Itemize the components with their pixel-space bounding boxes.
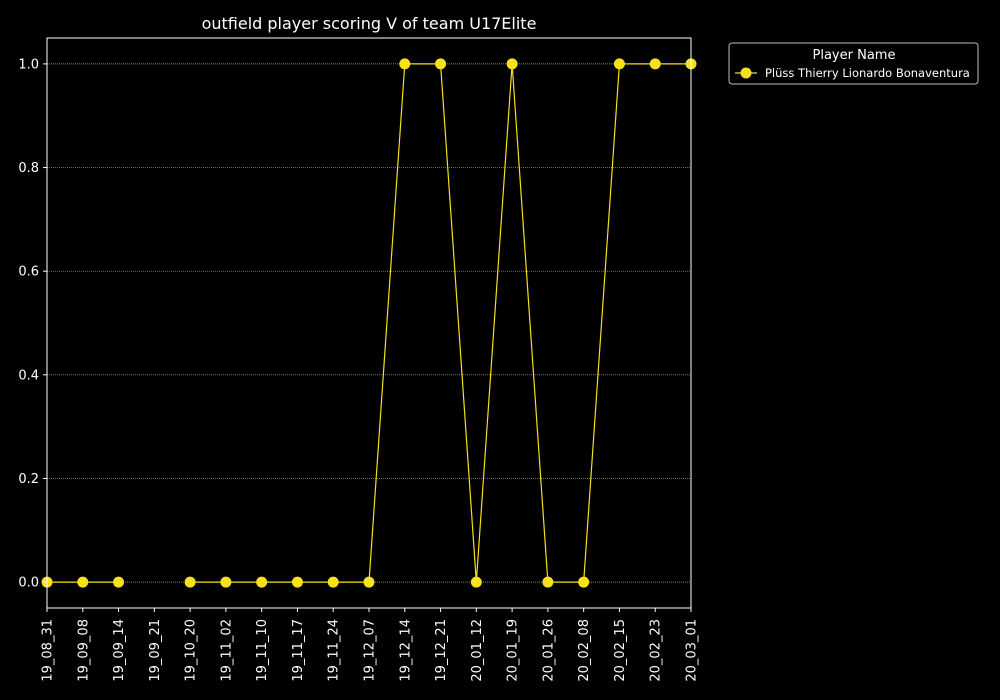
x-tick-label: 19_09_14 [112, 619, 127, 682]
series-layer [41, 58, 697, 588]
legend-box [728, 42, 979, 85]
x-tick-label: 20_02_08 [577, 619, 592, 682]
series-line [190, 63, 691, 583]
data-point [220, 576, 232, 588]
x-tick-label: 19_11_10 [255, 619, 270, 682]
data-point [77, 576, 89, 588]
legend-marker-swatch [740, 67, 752, 79]
x-tick-label: 20_01_12 [470, 619, 485, 682]
x-tick-label: 19_12_07 [363, 619, 378, 682]
x-tick-label: 19_09_21 [148, 619, 163, 682]
x-tick-label: 19_11_02 [219, 619, 234, 682]
data-point [363, 576, 375, 588]
y-tick-label: 0.6 [18, 265, 39, 280]
x-tick-label: 19_09_08 [76, 619, 91, 682]
x-axis: 19_08_31 19_09_08 19_09_14 19_09_21 19_10_20… [41, 608, 700, 682]
y-tick-label: 0.4 [18, 368, 39, 383]
y-tick-label: 1.0 [18, 57, 39, 72]
legend-series-label: Plüss Thierry Lionardo Bonaventura [765, 66, 970, 80]
plot-frame [46, 37, 692, 609]
y-tick-label: 0.8 [18, 161, 39, 176]
data-point [578, 576, 590, 588]
x-tick-label: 19_12_14 [398, 619, 413, 682]
data-point [327, 576, 339, 588]
data-point [649, 58, 661, 70]
data-point [435, 58, 447, 70]
x-tick-label: 20_02_15 [613, 619, 628, 682]
data-point [256, 576, 268, 588]
y-tick-label: 0.0 [18, 576, 39, 591]
x-tick-label: 19_10_20 [184, 619, 199, 682]
data-point [184, 576, 196, 588]
data-point [506, 58, 518, 70]
legend-title: Player Name [813, 48, 896, 63]
x-tick-label: 19_08_31 [41, 619, 56, 682]
grid-lines [47, 63, 691, 583]
legend: Player Name Plüss Thierry Lionardo Bonav… [728, 42, 979, 85]
x-tick-label: 19_11_17 [291, 619, 306, 682]
data-point [399, 58, 411, 70]
data-point [470, 576, 482, 588]
data-point [113, 576, 125, 588]
x-tick-label: 19_11_24 [327, 619, 342, 682]
x-tick-label: 20_03_01 [685, 619, 700, 682]
y-axis: 0.0 0.2 0.4 0.6 0.8 1.0 [18, 57, 47, 591]
x-tick-label: 20_01_19 [506, 619, 521, 682]
data-point [613, 58, 625, 70]
x-tick-label: 20_02_23 [649, 619, 664, 682]
data-point [291, 576, 303, 588]
x-tick-label: 19_12_21 [434, 619, 449, 682]
chart-title: outfield player scoring V of team U17Eli… [202, 14, 537, 33]
x-tick-label: 20_01_26 [541, 619, 556, 682]
data-point [542, 576, 554, 588]
y-tick-label: 0.2 [18, 472, 39, 487]
